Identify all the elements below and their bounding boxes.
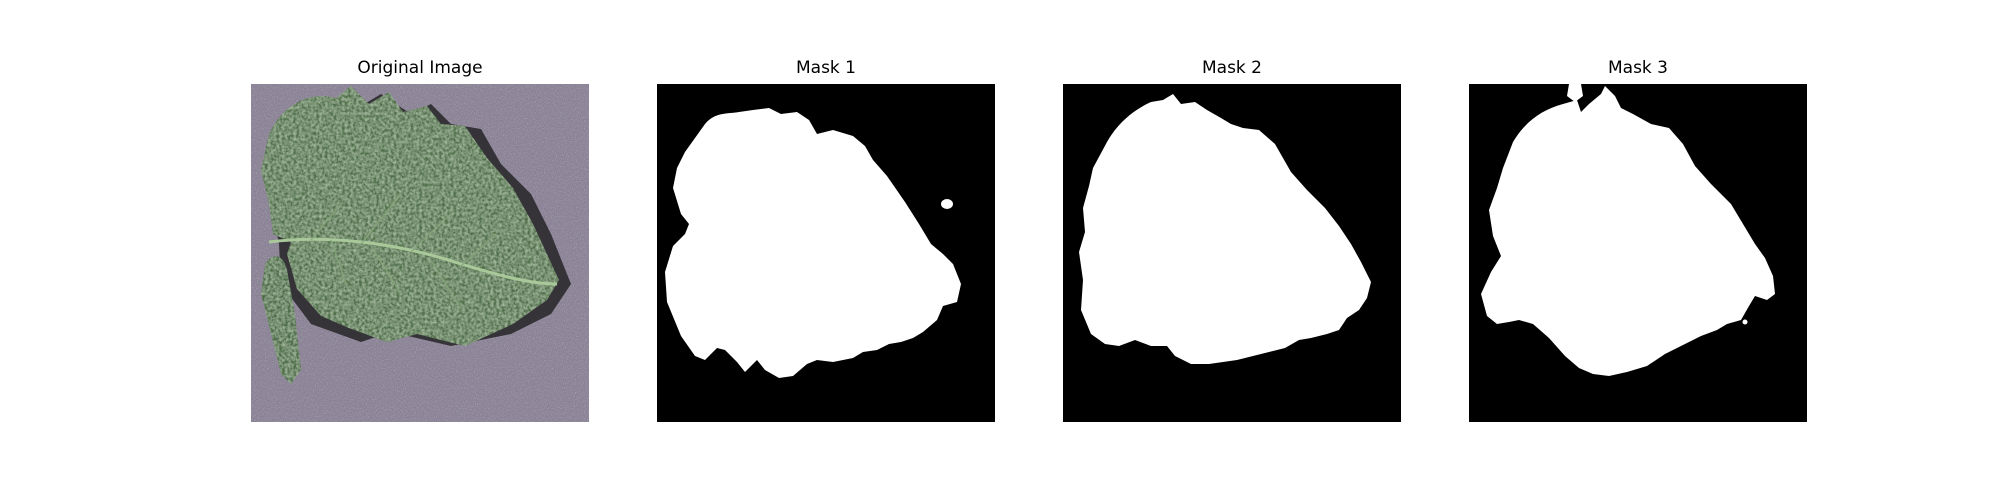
mask-3-region: [1481, 86, 1775, 376]
panel-mask-3: Mask 3: [1469, 56, 1807, 422]
panel-mask-2: Mask 2: [1063, 56, 1401, 422]
leaf-body: [261, 86, 559, 346]
panel-title: Original Image: [357, 58, 483, 78]
leaflet: [261, 256, 301, 384]
panel-title: Mask 3: [1607, 58, 1668, 78]
leaf-midrib: [268, 237, 558, 286]
panel-title: Mask 2: [1201, 58, 1262, 78]
mask-2-image: [1063, 84, 1401, 422]
mask-1-region: [665, 108, 961, 378]
original-leaf-image: [251, 84, 589, 422]
panel-title: Mask 1: [795, 58, 856, 78]
mask-2-region: [1079, 94, 1371, 364]
mask-1-image: [657, 84, 995, 422]
panel-original-image: Original Image: [251, 56, 589, 422]
mask-3-fragment: [1567, 84, 1583, 102]
panel-mask-1: Mask 1: [657, 56, 995, 422]
mask-3-image: [1469, 84, 1807, 422]
mask-1-fragment: [941, 199, 953, 209]
